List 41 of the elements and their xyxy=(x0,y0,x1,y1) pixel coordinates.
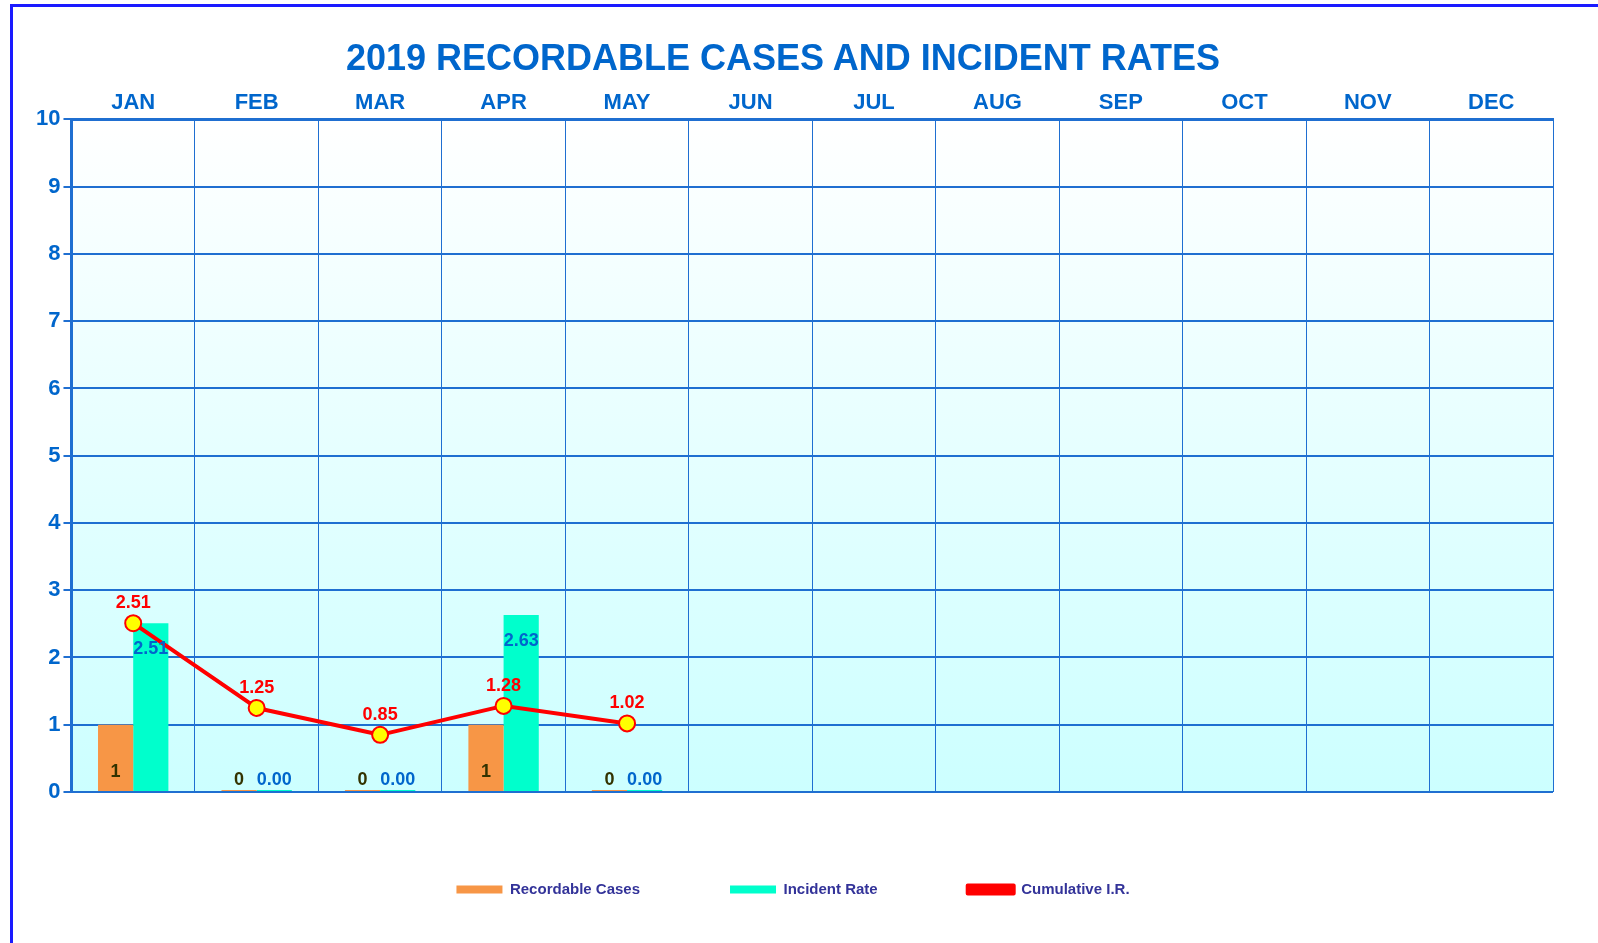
data-label: 2.51 xyxy=(115,592,151,613)
x-tick-label: MAR xyxy=(355,89,406,115)
y-tick-label: 4 xyxy=(48,509,62,535)
y-tick-label: 10 xyxy=(35,105,61,131)
data-label: 1 xyxy=(110,760,121,781)
y-tick-label: 9 xyxy=(48,172,61,198)
data-label: 0.00 xyxy=(627,768,663,789)
data-label: 0.85 xyxy=(362,703,398,724)
y-tick-label: 3 xyxy=(48,576,61,602)
data-label: 1.02 xyxy=(609,692,645,713)
x-tick-label: OCT xyxy=(1221,89,1269,115)
data-label: 1.25 xyxy=(239,676,275,697)
x-tick-label: FEB xyxy=(234,89,279,115)
x-tick-label: APR xyxy=(480,89,527,115)
data-label: 1 xyxy=(480,760,491,781)
chart-title: 2019 RECORDABLE CASES AND INCIDENT RATES xyxy=(344,37,1222,79)
legend-label: Recordable Cases xyxy=(509,879,641,897)
y-tick-label: 6 xyxy=(48,374,61,400)
x-tick-label: AUG xyxy=(972,89,1022,115)
y-tick-label: 0 xyxy=(48,778,61,804)
x-tick-label: SEP xyxy=(1098,89,1143,115)
data-label: 0 xyxy=(357,768,368,789)
data-label: 2.63 xyxy=(503,630,539,651)
data-label: 0.00 xyxy=(380,768,416,789)
y-tick-label: 2 xyxy=(48,643,61,669)
x-tick-label: JAN xyxy=(111,89,156,115)
y-tick-label: 8 xyxy=(48,239,61,265)
data-label: 0.00 xyxy=(256,768,292,789)
x-tick-label: JUN xyxy=(728,89,773,115)
y-tick-label: 7 xyxy=(48,307,61,333)
x-tick-label: NOV xyxy=(1343,89,1392,115)
x-tick-label: MAY xyxy=(603,89,651,115)
data-label: 0 xyxy=(234,768,245,789)
x-tick-label: DEC xyxy=(1468,89,1515,115)
y-tick-label: 5 xyxy=(48,441,61,467)
legend-label: Incident Rate xyxy=(783,879,878,897)
legend-label: Cumulative I.R. xyxy=(1021,879,1130,897)
data-label: 2.51 xyxy=(133,638,169,659)
data-label: 0 xyxy=(604,768,615,789)
y-tick-label: 1 xyxy=(48,710,61,736)
x-tick-label: JUL xyxy=(853,89,895,115)
